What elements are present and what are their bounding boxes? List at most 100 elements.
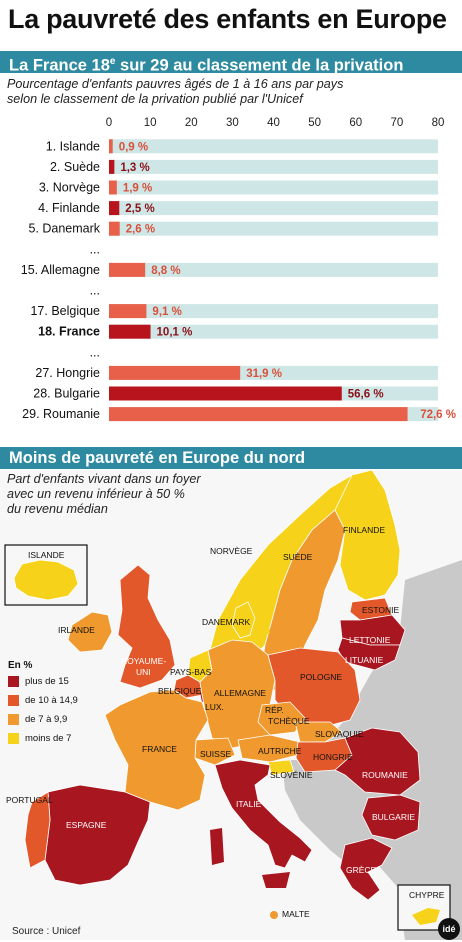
value-label: 0,9 %	[119, 141, 148, 153]
europe-map: ISLANDE NORVÈGE SUÈDE FINLANDE ESTONIE L…	[0, 470, 462, 940]
row-background	[109, 201, 438, 216]
map-subtitle-line1: Part d'enfants vivant dans un foyer	[7, 472, 201, 486]
legend-title: En %	[8, 660, 33, 671]
row-label: 18. France	[38, 325, 100, 339]
ranking-subtitle: Pourcentage d'enfants pauvres âgés de 1 …	[7, 77, 343, 107]
label-suede: SUÈDE	[283, 552, 313, 562]
label-allemagne: ALLEMAGNE	[214, 688, 266, 698]
value-label: 1,3 %	[120, 162, 149, 174]
country-islande	[13, 559, 79, 601]
country-italie-sicile	[262, 872, 290, 888]
legend-swatch	[8, 676, 19, 687]
country-chypre	[412, 908, 440, 925]
country-suede	[261, 509, 346, 696]
label-rep-tcheque-2: TCHÈQUE	[268, 716, 310, 726]
balkans-land	[282, 760, 372, 868]
row-label: 1. Islande	[46, 139, 100, 153]
legend-label: moins de 7	[25, 733, 72, 744]
label-chypre: CHYPRE	[409, 890, 445, 900]
value-label: 10,1 %	[157, 327, 193, 339]
label-royaume-uni-1: ROYAUME-	[121, 656, 166, 666]
row-label: 28. Bulgarie	[33, 387, 100, 401]
value-label: 72,6 %	[420, 409, 456, 421]
row-label: 29. Roumanie	[22, 407, 100, 421]
value-label: 2,6 %	[126, 224, 155, 236]
label-grece: GRÈCE	[346, 865, 377, 875]
label-belgique: BELGIQUE	[158, 686, 202, 696]
value-label: 31,9 %	[246, 368, 282, 380]
x-tick-label: 80	[432, 117, 445, 129]
country-finlande	[334, 470, 401, 601]
label-espagne: ESPAGNE	[66, 820, 107, 830]
country-malte	[270, 911, 278, 919]
row-label: ...	[90, 242, 100, 256]
country-portugal	[24, 791, 51, 869]
legend-label: de 7 à 9,9	[25, 714, 68, 725]
country-irlande	[67, 611, 113, 653]
country-danemark	[231, 601, 256, 639]
x-tick-label: 10	[144, 117, 157, 129]
map-subtitle: Part d'enfants vivant dans un foyer avec…	[7, 472, 201, 517]
map-subtitle-line3: du revenu médian	[7, 502, 108, 516]
heading-main: La France 18	[9, 56, 110, 75]
country-grece	[339, 837, 393, 901]
legend-label: de 10 à 14,9	[25, 695, 78, 706]
country-italie-sardaigne	[210, 828, 224, 865]
x-tick-label: 70	[390, 117, 403, 129]
label-danemark: DANEMARK	[202, 617, 251, 627]
bar	[109, 324, 151, 339]
row-label: 27. Hongrie	[35, 366, 100, 380]
country-france	[104, 689, 209, 811]
label-bulgarie: BULGARIE	[372, 812, 415, 822]
bar	[109, 221, 120, 236]
row-label: 17. Belgique	[30, 304, 100, 318]
row-background	[109, 139, 438, 154]
legend-label: plus de 15	[25, 676, 69, 687]
section-heading-map: Moins de pauvreté en Europe du nord	[0, 447, 462, 469]
row-background	[109, 180, 438, 195]
bar-chart: 0 10 20 30 40 50 60 70 80 1. Islande 0,9 % 2. Suède…	[21, 117, 456, 422]
value-label: 56,6 %	[348, 389, 384, 401]
bar	[109, 262, 146, 277]
heading-rest: sur 29 au classement de la privation	[115, 56, 404, 75]
label-estonie: ESTONIE	[362, 605, 399, 615]
legend-swatch	[8, 695, 19, 706]
label-norvege: NORVÈGE	[210, 546, 253, 556]
row-background	[109, 324, 438, 339]
label-royaume-uni-2: UNI	[136, 667, 151, 677]
label-malte: MALTE	[282, 909, 310, 919]
x-tick-label: 60	[349, 117, 362, 129]
row-label: ...	[90, 345, 100, 359]
label-irlande: IRLANDE	[58, 625, 95, 635]
x-tick-label: 0	[106, 117, 112, 129]
section-heading-ranking: La France 18e sur 29 au classement de la…	[0, 51, 462, 75]
label-pays-bas: PAYS-BAS	[170, 667, 212, 677]
label-slovenie: SLOVÉNIE	[270, 770, 313, 780]
row-label: ...	[90, 284, 100, 298]
label-lettonie: LETTONIE	[349, 635, 391, 645]
value-label: 9,1 %	[152, 306, 181, 318]
label-suisse: SUISSE	[200, 749, 232, 759]
bar	[109, 201, 120, 216]
value-label: 1,9 %	[123, 183, 152, 195]
legend-item: de 7 à 9,9	[8, 714, 67, 725]
x-tick-label: 50	[308, 117, 321, 129]
bar	[109, 304, 147, 319]
bar	[109, 180, 117, 195]
label-islande: ISLANDE	[28, 550, 65, 560]
bar	[109, 365, 241, 380]
row-label: 3. Norvège	[39, 181, 100, 195]
label-lux: LUX.	[205, 702, 224, 712]
row-label: 2. Suède	[50, 160, 100, 174]
heading-sup: e	[109, 56, 116, 67]
country-slovaquie	[294, 721, 343, 743]
country-lituanie	[337, 637, 401, 671]
x-tick-label: 40	[267, 117, 280, 129]
x-tick-label: 20	[185, 117, 198, 129]
label-hongrie: HONGRIE	[313, 752, 353, 762]
label-france: FRANCE	[142, 744, 177, 754]
label-lituanie: LITUANIE	[345, 655, 384, 665]
page-title: La pauvreté des enfants en Europe	[8, 4, 447, 34]
row-label: 15. Allemagne	[21, 263, 100, 277]
row-background	[109, 262, 438, 277]
